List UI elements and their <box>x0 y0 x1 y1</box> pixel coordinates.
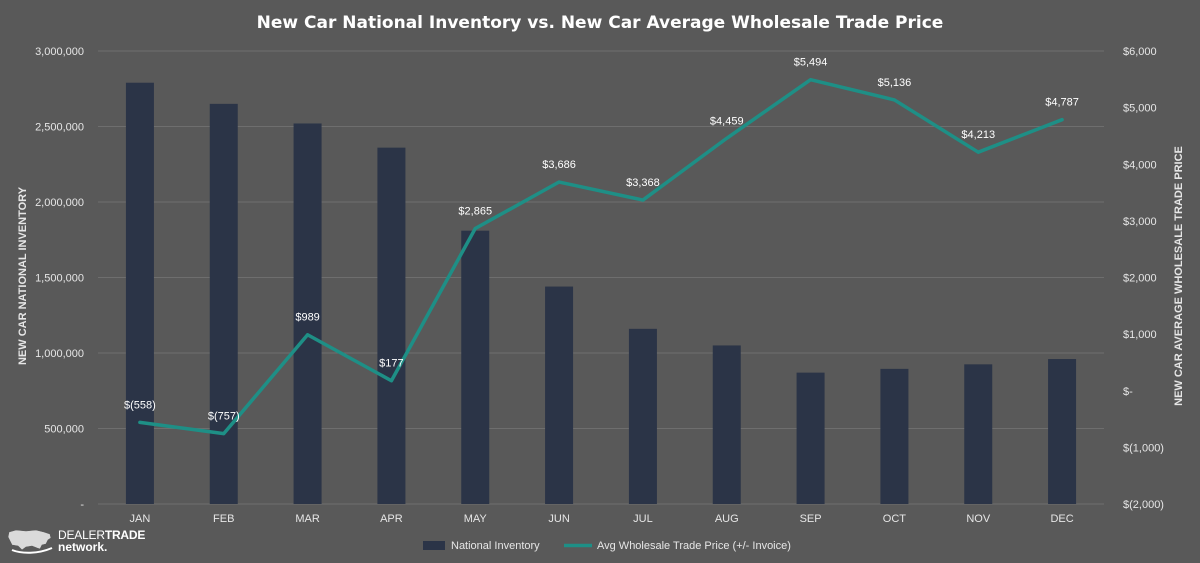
x-tick-label: APR <box>380 513 403 525</box>
right-tick-label: $3,000 <box>1123 216 1157 228</box>
left-tick-label: 500,000 <box>44 424 84 436</box>
line-point <box>138 420 142 424</box>
line-data-label: $2,865 <box>458 206 492 218</box>
line-point <box>725 136 729 140</box>
legend-label-line: Avg Wholesale Trade Price (+/- Invoice) <box>597 540 791 552</box>
chart-title: New Car National Inventory vs. New Car A… <box>257 13 944 33</box>
line-point <box>473 227 477 231</box>
legend-label-bar: National Inventory <box>451 540 540 552</box>
line-data-label: $4,787 <box>1045 97 1079 109</box>
left-axis-title: NEW CAR NATIONAL INVENTORY <box>17 186 29 365</box>
left-tick-label: 2,500,000 <box>35 122 84 134</box>
dealer-trade-network-logo: DEALERTRADE network. <box>6 524 156 558</box>
x-tick-label: NOV <box>966 513 991 525</box>
bar <box>880 368 909 504</box>
left-tick-label: 1,500,000 <box>35 273 84 285</box>
legend-swatch-bar <box>423 541 445 550</box>
left-tick-label: 1,000,000 <box>35 348 84 360</box>
right-axis-title: NEW CAR AVERAGE WHOLESALE TRADE PRICE <box>1173 146 1185 406</box>
line-point <box>641 198 645 202</box>
right-tick-label: $4,000 <box>1123 159 1157 171</box>
x-tick-label: MAR <box>295 513 320 525</box>
line-point <box>809 78 813 82</box>
x-tick-label: SEP <box>800 513 822 525</box>
x-tick-label: JUN <box>548 513 569 525</box>
bar <box>125 82 154 505</box>
bar <box>293 123 322 504</box>
right-tick-label: $6,000 <box>1123 46 1157 58</box>
line-data-label: $177 <box>379 358 403 370</box>
right-tick-label: $(2,000) <box>1123 499 1164 511</box>
bar <box>712 345 741 504</box>
line-data-label: $989 <box>295 312 319 324</box>
line-data-label: $3,368 <box>626 177 660 189</box>
right-axis-ticks: $(2,000) $(1,000) $- $1,000 $2,000 $3,000 $4,0… <box>1123 46 1164 511</box>
line-data-label: $(558) <box>124 399 156 411</box>
x-tick-label: MAY <box>464 513 488 525</box>
right-tick-label: $1,000 <box>1123 329 1157 341</box>
line-point <box>222 432 226 436</box>
bar <box>461 230 490 504</box>
gridlines <box>98 50 1104 505</box>
line-point <box>557 180 561 184</box>
x-tick-label: AUG <box>715 513 739 525</box>
line-series-avg-wholesale-price <box>138 77 1064 436</box>
line-data-label: $4,213 <box>961 129 995 141</box>
line-point <box>892 98 896 102</box>
x-tick-label: FEB <box>213 513 234 525</box>
bar <box>545 286 574 504</box>
bar <box>1048 359 1077 504</box>
x-axis-ticks: JAN FEB MAR APR MAY JUN JUL AUG SEP OCT NOV DEC <box>130 513 1074 525</box>
x-tick-label: JAN <box>130 513 151 525</box>
right-tick-label: $(1,000) <box>1123 442 1164 454</box>
line-point <box>1060 118 1064 122</box>
x-tick-label: JUL <box>633 513 653 525</box>
logo-text-line2: network. <box>58 540 108 554</box>
right-tick-label: $2,000 <box>1123 273 1157 285</box>
x-tick-label: OCT <box>883 513 907 525</box>
bar <box>964 364 993 504</box>
line-data-label: $5,494 <box>794 57 828 69</box>
line-data-labels: $(558) $(757) $989 $177 $2,865 $3,686 $3,368 $4… <box>124 57 1079 423</box>
logo-text-line1: DEALERTRADE <box>58 528 146 542</box>
right-tick-label: $5,000 <box>1123 103 1157 115</box>
line-point <box>389 379 393 383</box>
line-data-label: $(757) <box>208 411 240 423</box>
line-data-label: $4,459 <box>710 115 744 127</box>
left-tick-label: - <box>80 499 84 511</box>
left-tick-label: 2,000,000 <box>35 197 84 209</box>
left-tick-label: 3,000,000 <box>35 46 84 58</box>
line-data-label: $5,136 <box>878 77 912 89</box>
bar <box>796 372 825 504</box>
line-point <box>306 333 310 337</box>
bar <box>377 147 406 504</box>
legend: National Inventory Avg Wholesale Trade P… <box>423 540 791 552</box>
bar-series-national-inventory <box>125 82 1077 505</box>
line-data-label: $3,686 <box>542 159 576 171</box>
line-point <box>976 150 980 154</box>
bar <box>209 103 238 504</box>
right-tick-label: $- <box>1123 386 1133 398</box>
bar <box>628 328 657 504</box>
line-path <box>138 77 1064 436</box>
usa-map-icon <box>7 529 53 554</box>
x-tick-label: DEC <box>1050 513 1073 525</box>
left-axis-ticks: - 500,000 1,000,000 1,500,000 2,000,000 2,500… <box>35 46 84 511</box>
